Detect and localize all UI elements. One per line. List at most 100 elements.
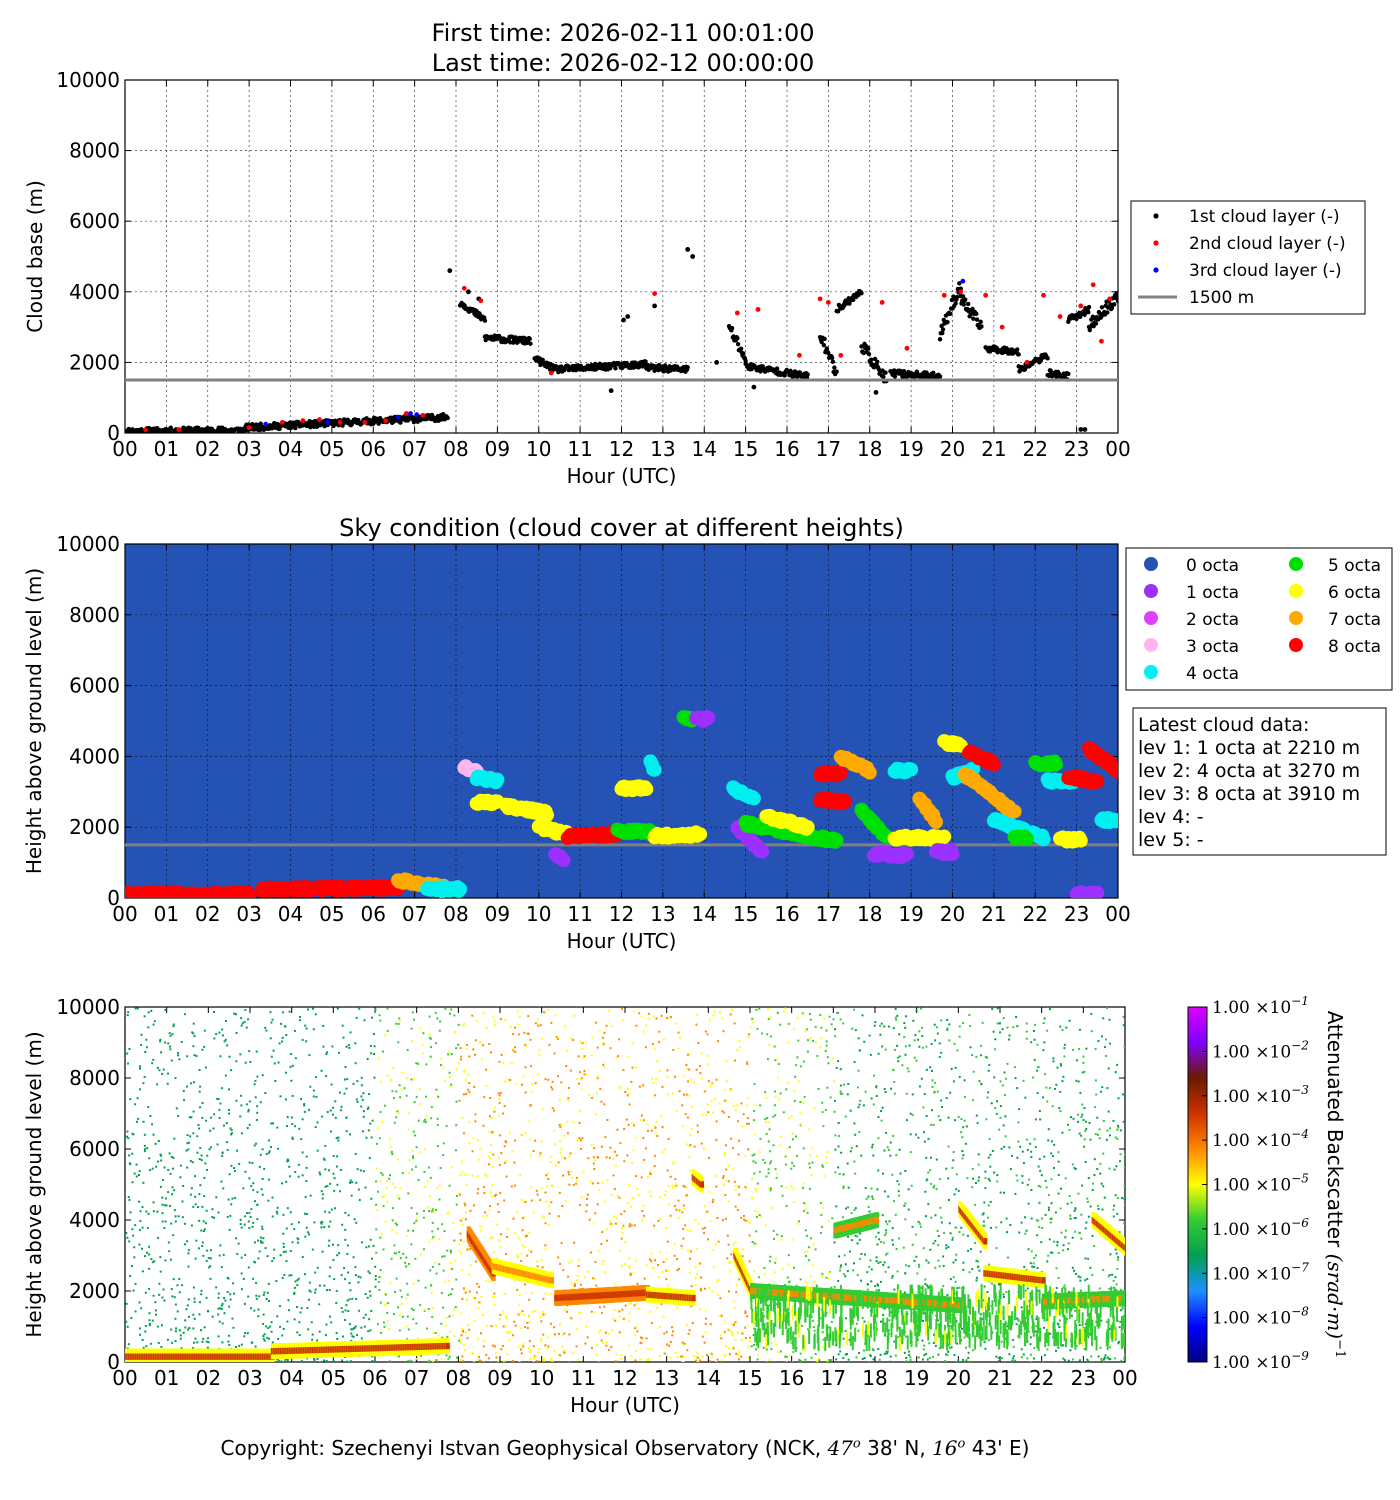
backscatter-pixel	[144, 1050, 147, 1053]
octa-marker	[899, 847, 914, 862]
backscatter-pixel	[579, 1071, 582, 1074]
backscatter-pixel	[286, 1160, 289, 1163]
backscatter-pixel	[590, 1096, 593, 1099]
cloud-base-point	[869, 357, 874, 362]
backscatter-pixel	[565, 1310, 568, 1313]
backscatter-pixel	[489, 1157, 492, 1160]
info-box-line: lev 4: -	[1138, 806, 1204, 828]
octa-marker	[1090, 774, 1105, 789]
backscatter-pixel	[426, 1206, 429, 1209]
backscatter-pixel	[350, 1339, 353, 1342]
backscatter-pixel	[681, 1341, 684, 1344]
backscatter-pixel	[186, 1134, 189, 1137]
backscatter-pixel	[254, 1079, 257, 1082]
backscatter-pixel	[447, 1357, 450, 1360]
backscatter-pixel	[595, 1113, 598, 1116]
cloud-base-point	[960, 294, 966, 299]
backscatter-pixel	[307, 1231, 310, 1234]
backscatter-pixel	[512, 1033, 515, 1036]
backscatter-pixel	[282, 1242, 285, 1245]
backscatter-pixel	[559, 1151, 562, 1154]
backscatter-pixel	[346, 1252, 349, 1255]
backscatter-pixel	[482, 1044, 485, 1047]
backscatter-pixel	[403, 1087, 406, 1090]
backscatter-pixel	[510, 1025, 513, 1028]
backscatter-pixel	[720, 1314, 723, 1317]
backscatter-pixel	[570, 1317, 573, 1320]
backscatter-pixel	[461, 1328, 464, 1331]
backscatter-pixel	[243, 1223, 246, 1226]
backscatter-pixel	[651, 1077, 654, 1080]
backscatter-pixel	[542, 1216, 545, 1219]
backscatter-pixel	[307, 1298, 310, 1301]
backscatter-pixel	[235, 1032, 238, 1035]
legend-label: 4 octa	[1186, 664, 1239, 684]
backscatter-pixel	[311, 1338, 314, 1341]
backscatter-pixel	[749, 1336, 752, 1339]
backscatter-pixel	[321, 1193, 324, 1196]
backscatter-pixel	[374, 1285, 377, 1288]
backscatter-pixel	[186, 1142, 189, 1145]
backscatter-pixel	[233, 1169, 236, 1172]
cloud-base-point	[1066, 371, 1071, 377]
backscatter-pixel	[329, 1220, 332, 1223]
cloud-base-point	[1093, 321, 1099, 326]
backscatter-pixel	[672, 1048, 675, 1051]
backscatter-pixel	[521, 1229, 524, 1232]
backscatter-pixel	[435, 1187, 438, 1190]
backscatter-pixel	[531, 1310, 534, 1313]
backscatter-pixel	[174, 1330, 177, 1333]
backscatter-pixel	[577, 1055, 580, 1058]
x-tick-label: 13	[650, 902, 675, 926]
backscatter-pixel	[457, 1023, 460, 1026]
x-tick-label: 14	[692, 902, 717, 926]
backscatter-pixel	[667, 1017, 670, 1020]
backscatter-pixel	[677, 1267, 680, 1270]
backscatter-pixel	[193, 1081, 196, 1084]
backscatter-pixel	[532, 1345, 535, 1348]
backscatter-pixel	[182, 1331, 185, 1334]
backscatter-pixel	[314, 1291, 317, 1294]
backscatter-pixel	[738, 1185, 741, 1188]
backscatter-pixel	[177, 1114, 180, 1117]
backscatter-pixel	[545, 1200, 548, 1203]
backscatter-pixel	[724, 1320, 727, 1323]
backscatter-pixel	[309, 1194, 312, 1197]
backscatter-pixel	[655, 1307, 658, 1310]
backscatter-pixel	[596, 1077, 599, 1080]
backscatter-pixel	[737, 1350, 740, 1353]
backscatter-pixel	[239, 1053, 242, 1056]
backscatter-pixel	[351, 1335, 354, 1338]
backscatter-pixel	[707, 1080, 710, 1083]
backscatter-pixel	[360, 1076, 363, 1079]
backscatter-pixel	[741, 1248, 744, 1251]
backscatter-pixel	[482, 1186, 485, 1189]
backscatter-pixel	[730, 1253, 733, 1256]
backscatter-pixel	[346, 1360, 349, 1362]
backscatter-pixel	[288, 1165, 291, 1168]
backscatter-pixel	[201, 1241, 204, 1244]
backscatter-pixel	[503, 1199, 506, 1202]
backscatter-pixel	[608, 1156, 611, 1159]
backscatter-pixel	[538, 1054, 541, 1057]
backscatter-pixel	[520, 1352, 523, 1355]
backscatter-pixel	[157, 1160, 160, 1163]
cloud-base-point	[931, 370, 936, 376]
backscatter-pixel	[591, 1036, 594, 1039]
backscatter-pixel	[445, 1354, 448, 1357]
cloud-base-point	[948, 311, 953, 316]
backscatter-pixel	[627, 1184, 630, 1187]
backscatter-pixel	[594, 1159, 597, 1162]
backscatter-pixel	[524, 1043, 527, 1046]
backscatter-pixel	[422, 1248, 425, 1251]
backscatter-pixel	[373, 1076, 376, 1079]
backscatter-pixel	[209, 1249, 212, 1252]
backscatter-pixel	[170, 1328, 173, 1331]
legend-marker	[1144, 611, 1158, 625]
backscatter-pixel	[349, 1360, 352, 1362]
backscatter-pixel	[446, 1249, 449, 1252]
backscatter-pixel	[362, 1316, 365, 1319]
backscatter-pixel	[594, 1261, 597, 1264]
backscatter-pixel	[410, 1307, 413, 1310]
backscatter-pixel	[673, 1242, 676, 1245]
